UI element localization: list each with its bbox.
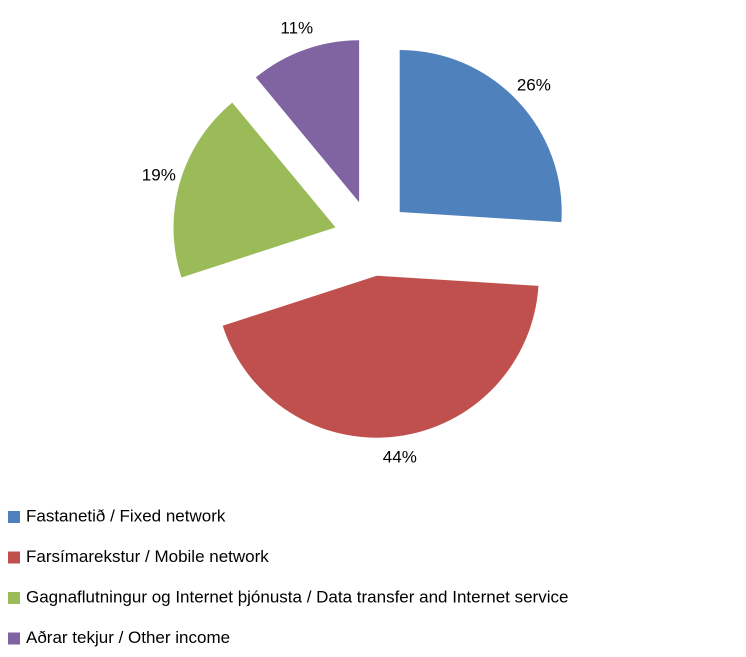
- legend-label: Gagnaflutningur og Internet þjónusta / D…: [26, 587, 568, 606]
- data-label: 11%: [280, 19, 313, 38]
- pie-slice: [255, 40, 360, 203]
- data-label: 19%: [142, 166, 176, 185]
- legend-swatch: [8, 551, 20, 564]
- legend-label: Farsímarekstur / Mobile network: [26, 547, 269, 566]
- pie-slice: [173, 102, 336, 278]
- legend-label: Aðrar tekjur / Other income: [26, 628, 230, 647]
- legend-swatch: [8, 632, 20, 645]
- data-label: 26%: [517, 76, 551, 95]
- pie-slice: [399, 49, 562, 223]
- pie-slice: [222, 275, 539, 438]
- data-label: 44%: [383, 448, 417, 467]
- legend-swatch: [8, 511, 20, 523]
- legend-swatch: [8, 592, 20, 604]
- legend-label: Fastanetið / Fixed network: [26, 506, 226, 525]
